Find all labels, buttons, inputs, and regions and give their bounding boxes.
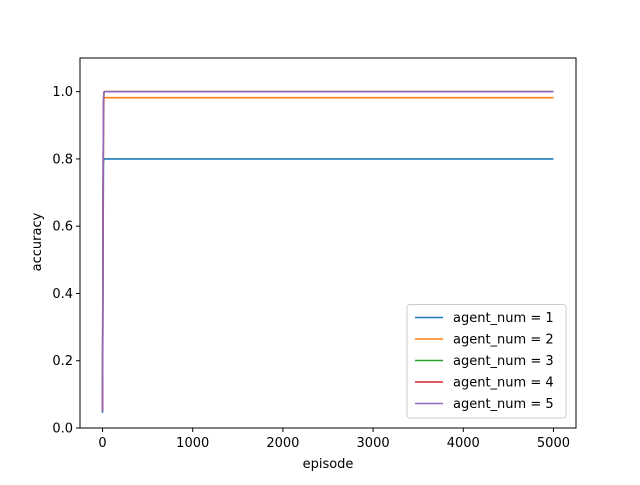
y-tick-label: 0.6 xyxy=(52,220,73,235)
x-tick-label: 4000 xyxy=(447,436,480,451)
legend-label-1: agent_num = 1 xyxy=(453,311,554,326)
legend-label-3: agent_num = 3 xyxy=(453,354,554,369)
x-axis-label: episode xyxy=(303,457,354,472)
x-tick-label: 5000 xyxy=(537,436,570,451)
x-tick-label: 3000 xyxy=(357,436,390,451)
series-line-5 xyxy=(101,90,554,412)
legend-label-2: agent_num = 2 xyxy=(453,333,554,348)
x-tick-label: 2000 xyxy=(266,436,299,451)
plot-area xyxy=(101,90,554,413)
axes-frame xyxy=(79,57,577,429)
y-axis-label: accuracy xyxy=(30,212,45,271)
y-tick-label: 0.2 xyxy=(52,354,73,369)
y-axis-ticks: 0.0 0.2 0.4 0.6 0.8 1.0 xyxy=(52,85,80,437)
legend: agent_num = 1 agent_num = 2 agent_num = 3 a… xyxy=(406,304,567,419)
y-tick-label: 0.8 xyxy=(52,152,73,167)
x-tick-label: 0 xyxy=(98,436,106,451)
legend-box xyxy=(406,304,567,419)
y-tick-label: 0.4 xyxy=(52,287,73,302)
legend-label-5: agent_num = 5 xyxy=(453,397,554,412)
axes-border xyxy=(79,57,577,429)
y-tick-label: 0.0 xyxy=(52,422,73,437)
x-tick-label: 1000 xyxy=(176,436,209,451)
y-tick-label: 1.0 xyxy=(52,85,73,100)
legend-label-4: agent_num = 4 xyxy=(453,376,554,391)
x-axis-ticks: 0 1000 2000 3000 4000 5000 xyxy=(98,428,570,451)
